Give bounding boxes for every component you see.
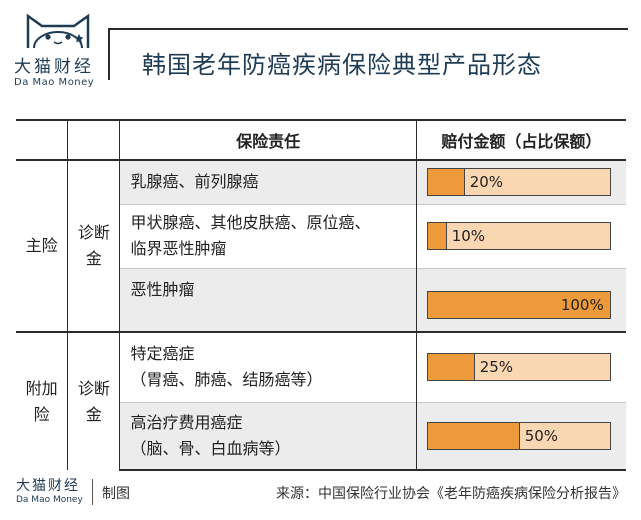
responsibility-cell: 甲状腺癌、其他皮肤癌、原位癌、 临界恶性肿瘤 [119,203,417,268]
payout-bar: 20% [426,168,611,197]
product-table: 保险责任 赔付金额（占比保额） 主险 诊断金 乳腺癌、前列腺癌 20% 甲状腺癌… [16,119,626,471]
footer: 大猫财经 Da Mao Money 制图 来源：中国保险行业协会《老年防癌疾病保… [14,475,626,515]
payout-label: 10% [451,227,486,245]
payout-label: 100% [560,295,604,314]
payout-bar-fill [427,422,520,449]
brand-name-en: Da Mao Money [14,77,95,88]
table-row: 恶性肿瘤 100% [16,267,626,332]
table-row: 附加险 诊断金 特定癌症 （胃癌、肺癌、结肠癌等） 25% [16,331,626,470]
payout-bar-fill [427,169,465,196]
responsibility-cell: 乳腺癌、前列腺癌 [119,160,417,204]
footer-brand-en: Da Mao Money [16,495,83,505]
payout-cell: 20% [416,160,626,204]
footer-source: 来源：中国保险行业协会《老年防癌疾病保险分析报告》 [276,486,626,502]
responsibility-cell: 高治疗费用癌症 （脑、骨、白血病等） [119,401,417,471]
category-rider: 诊断金 [67,331,121,470]
insurance-type-label: 附加险 [25,378,58,424]
payout-bar-fill [427,223,447,249]
payout-bar: 50% [426,421,611,450]
table-header-row: 保险责任 赔付金额（占比保额） [16,119,626,161]
header-blank-category [67,119,121,161]
responsibility-text-line2: 临界恶性肿瘤 [130,239,227,258]
responsibility-cell: 特定癌症 （胃癌、肺癌、结肠癌等） [119,331,417,402]
insurance-type-rider: 附加险 [16,331,69,470]
category-main: 诊断金 [67,160,121,332]
header-blank-type [16,119,69,161]
title-frame: 韩国老年防癌疾病保险典型产品形态 [108,28,628,80]
payout-bar-fill [427,291,610,318]
responsibility-text-line2: （胃癌、肺癌、结肠癌等） [130,370,323,390]
responsibility-text-line1: 甲状腺癌、其他皮肤癌、原位癌、 [130,213,371,232]
insurance-type-label: 主险 [25,236,58,255]
table-row: 主险 诊断金 乳腺癌、前列腺癌 20% [16,160,626,332]
payout-bar: 100% [426,290,611,319]
table-row: 高治疗费用癌症 （脑、骨、白血病等） 50% [16,401,626,471]
responsibility-text-line1: 高治疗费用癌症 [130,412,243,432]
footer-divider [92,479,93,505]
responsibility-cell: 恶性肿瘤 [119,267,417,332]
table-row: 甲状腺癌、其他皮肤癌、原位癌、 临界恶性肿瘤 10% [16,203,626,268]
header-payout: 赔付金额（占比保额） [416,119,626,161]
cat-logo-icon [26,13,90,49]
responsibility-text-line1: 特定癌症 [130,344,195,364]
payout-bar: 25% [426,353,611,382]
category-label: 诊断金 [77,378,110,424]
header-responsibility: 保险责任 [119,119,417,161]
payout-bar-fill [427,354,475,381]
payout-cell: 100% [416,267,626,332]
brand-name-cn: 大猫财经 [14,57,94,77]
footer-brand-cn: 大猫财经 [16,478,80,494]
payout-cell: 50% [416,401,626,471]
page-title: 韩国老年防癌疾病保险典型产品形态 [142,51,542,79]
category-label: 诊断金 [77,223,110,268]
responsibility-text: 恶性肿瘤 [130,279,195,299]
payout-label: 50% [524,426,559,445]
responsibility-text: 乳腺癌、前列腺癌 [130,172,259,192]
payout-cell: 25% [416,331,626,402]
responsibility-text-line2: （脑、骨、白血病等） [130,438,291,458]
payout-label: 20% [469,173,504,192]
payout-bar: 10% [426,222,611,250]
payout-cell: 10% [416,203,626,268]
payout-label: 25% [479,358,514,377]
brand-logo: 大猫财经 Da Mao Money [14,10,102,88]
insurance-type-main: 主险 [16,160,69,332]
footer-made-by: 制图 [102,486,130,502]
footer-brand: 大猫财经 Da Mao Money [16,475,83,505]
